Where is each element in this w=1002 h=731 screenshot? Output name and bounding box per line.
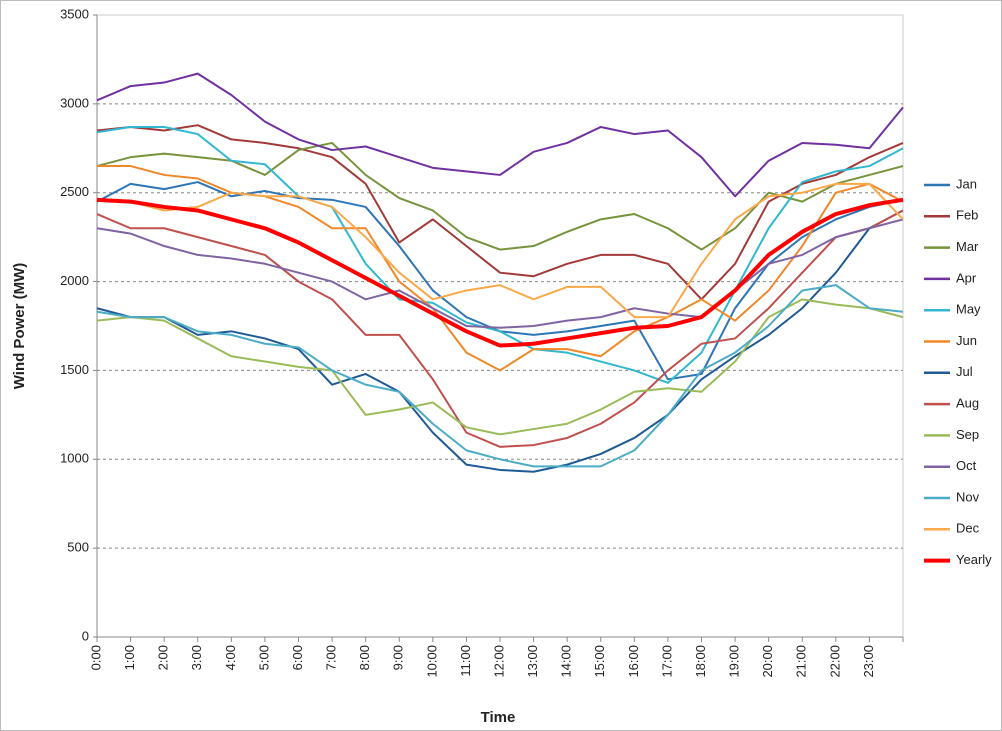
x-tick-label: 15:00 (592, 645, 607, 678)
x-tick-label: 0:00 (88, 645, 103, 670)
series-line (96, 197, 904, 348)
series-line (96, 182, 904, 319)
y-tick-label: 0 (82, 628, 89, 643)
x-tick-label: 2:00 (156, 645, 171, 670)
x-tick-label: 11:00 (458, 645, 473, 677)
x-tick-label: 1:00 (122, 645, 137, 670)
x-tick-label: 3:00 (189, 645, 204, 670)
x-tick-label: 10:00 (424, 645, 439, 678)
legend-label: Apr (956, 270, 977, 285)
x-tick-label: 17:00 (659, 645, 674, 678)
legend-label: Feb (956, 208, 978, 223)
y-tick-label: 1000 (60, 451, 89, 466)
x-tick-label: 16:00 (626, 645, 641, 678)
x-tick-label: 4:00 (223, 645, 238, 670)
x-tick-label: 20:00 (760, 645, 775, 678)
series-line (96, 125, 904, 384)
x-tick-label: 23:00 (861, 645, 876, 678)
legend-label: Jun (956, 333, 977, 348)
y-tick-label: 2000 (60, 273, 89, 288)
series-line (96, 124, 904, 301)
series-line (96, 284, 904, 468)
legend-label: May (956, 302, 981, 317)
x-tick-label: 6:00 (290, 645, 305, 670)
legend-label: Mar (956, 239, 979, 254)
legend-label: Jul (956, 364, 973, 379)
legend-label: Sep (956, 427, 979, 442)
legend-label: Yearly (956, 552, 992, 567)
x-tick-label: 8:00 (357, 645, 372, 670)
x-tick-label: 12:00 (491, 645, 506, 678)
legend-label: Oct (956, 458, 977, 473)
y-tick-label: 3500 (60, 6, 89, 21)
y-tick-label: 3000 (60, 95, 89, 110)
x-tick-label: 5:00 (256, 645, 271, 670)
legend-label: Dec (956, 521, 980, 536)
series-line (96, 72, 904, 198)
x-tick-label: 13:00 (525, 645, 540, 678)
x-tick-label: 22:00 (827, 645, 842, 678)
x-tick-label: 21:00 (794, 645, 809, 678)
y-tick-label: 500 (67, 540, 89, 555)
x-tick-label: 18:00 (693, 645, 708, 678)
legend-label: Nov (956, 489, 980, 504)
x-tick-label: 14:00 (559, 645, 574, 678)
x-tick-label: 7:00 (324, 645, 339, 670)
x-axis-label: Time (481, 709, 516, 726)
series-line (96, 218, 904, 329)
legend-label: Aug (956, 396, 979, 411)
series-line (96, 209, 904, 448)
x-tick-label: 9:00 (391, 645, 406, 670)
series-line (96, 298, 904, 436)
series-line (96, 209, 904, 473)
y-tick-label: 2500 (60, 184, 89, 199)
y-tick-label: 1500 (60, 362, 89, 377)
y-axis-label: Wind Power (MW) (11, 263, 28, 390)
x-tick-label: 19:00 (727, 645, 742, 678)
legend-label: Jan (956, 176, 977, 191)
